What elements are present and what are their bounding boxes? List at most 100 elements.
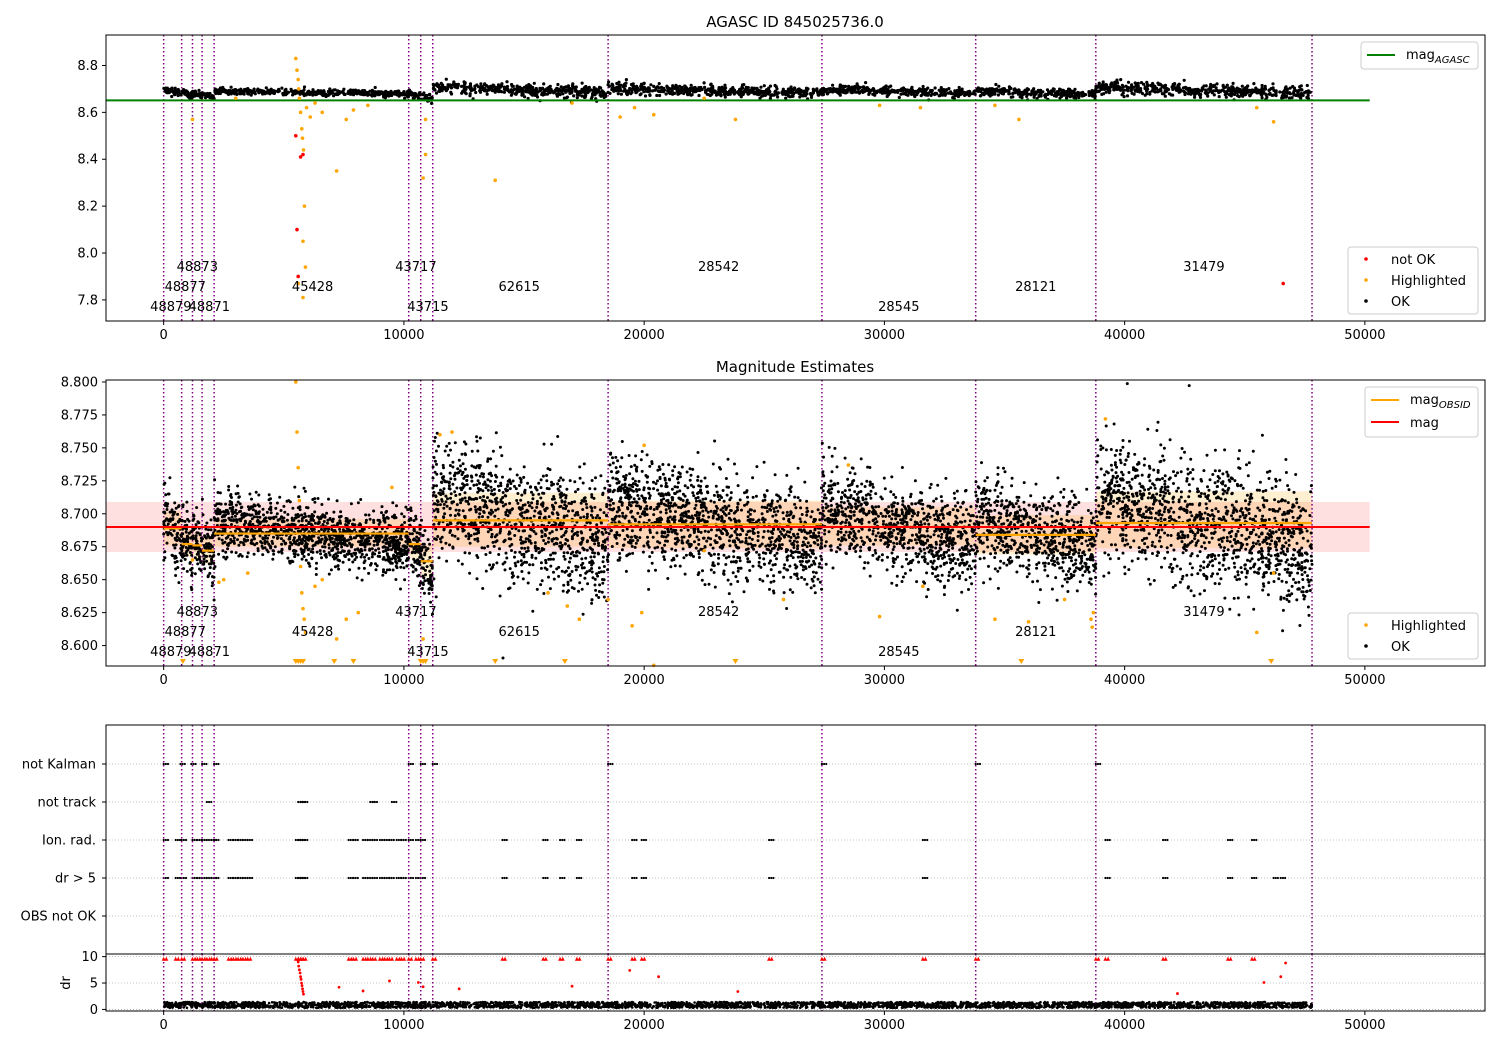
ok-point — [978, 557, 982, 561]
ok-point — [1309, 531, 1313, 535]
ok-point — [1094, 509, 1098, 513]
ok-point — [773, 473, 777, 477]
ok-point — [811, 87, 815, 91]
ok-point — [604, 531, 608, 534]
ok-point — [236, 491, 240, 495]
ok-point — [1008, 561, 1012, 565]
ok-point — [1268, 88, 1272, 92]
ok-point — [617, 89, 621, 93]
ok-point — [669, 527, 673, 531]
ok-point — [1115, 81, 1120, 85]
ok-point — [162, 482, 166, 486]
ok-point — [580, 94, 584, 98]
ok-point — [1121, 473, 1125, 477]
ok-point — [1203, 492, 1207, 496]
ok-point — [688, 467, 692, 471]
ok-point — [556, 482, 560, 486]
ok-point — [597, 596, 601, 599]
ok-point — [1235, 578, 1239, 582]
ok-point — [890, 509, 894, 513]
ok-point — [793, 495, 797, 499]
magnitude-ytick-label: 8.625 — [61, 606, 98, 621]
ok-point — [1077, 551, 1081, 555]
ok-point — [664, 92, 668, 96]
ok-point — [601, 555, 605, 559]
ok-point — [1112, 88, 1116, 92]
ok-point — [869, 489, 873, 493]
ok-point — [684, 553, 688, 557]
ok-point — [1231, 81, 1235, 85]
ok-point — [1258, 508, 1262, 512]
ok-point — [1261, 560, 1265, 564]
ok-point — [247, 92, 251, 96]
ok-point — [1147, 532, 1151, 536]
ok-point — [1021, 535, 1024, 539]
ok-point — [535, 95, 540, 99]
ok-point — [1121, 551, 1125, 555]
ok-point — [1223, 498, 1227, 502]
ok-point — [717, 498, 721, 502]
highlighted-point — [304, 105, 309, 110]
ok-point — [960, 87, 964, 91]
ok-point — [321, 93, 325, 98]
ok-point — [1202, 566, 1206, 570]
ok-point — [637, 479, 641, 483]
ok-point — [1233, 92, 1237, 97]
ok-point — [804, 537, 808, 540]
ok-point — [1163, 556, 1167, 560]
ok-point — [479, 82, 483, 86]
ok-point — [428, 92, 432, 96]
ok-point — [715, 490, 719, 494]
ok-point — [1017, 88, 1021, 92]
ok-point — [394, 578, 398, 581]
ok-point — [637, 497, 641, 501]
ok-point — [798, 91, 803, 95]
ok-point — [230, 550, 234, 554]
ok-point — [1005, 509, 1009, 513]
ok-point — [1267, 477, 1271, 480]
ok-point — [1183, 92, 1187, 97]
ok-point — [434, 449, 438, 453]
ok-point — [910, 85, 914, 89]
ok-point — [939, 519, 942, 523]
ok-point — [1104, 499, 1108, 503]
ok-point — [477, 515, 481, 519]
ok-point — [1130, 83, 1134, 87]
ok-point — [673, 564, 677, 568]
ok-point — [1235, 482, 1239, 486]
ok-point — [1027, 558, 1031, 562]
ok-point — [867, 528, 871, 532]
ok-point — [762, 530, 766, 533]
ok-point — [1030, 89, 1034, 93]
ok-point — [431, 82, 435, 86]
ok-point — [1267, 92, 1271, 96]
ok-point — [473, 505, 477, 509]
ok-point — [542, 82, 546, 86]
ok-point — [374, 568, 378, 572]
ok-point — [540, 92, 544, 97]
ok-point — [820, 566, 824, 570]
ok-point — [1073, 94, 1077, 98]
ok-point — [1048, 91, 1052, 95]
ok-point — [1226, 88, 1230, 92]
ok-point — [1079, 520, 1083, 524]
ok-point — [810, 93, 814, 97]
ok-point — [876, 531, 880, 535]
ok-point — [689, 83, 693, 87]
ok-point — [408, 532, 412, 536]
ok-point — [638, 93, 642, 97]
ok-point — [434, 515, 438, 519]
ok-point — [1196, 487, 1199, 491]
ok-point — [1273, 498, 1277, 502]
ok-point — [520, 522, 524, 526]
ok-point — [1050, 587, 1054, 591]
ok-point — [796, 544, 800, 548]
ok-point — [811, 570, 815, 574]
ok-point — [1229, 94, 1233, 98]
ok-point — [1284, 88, 1288, 92]
ok-point — [812, 584, 816, 588]
ok-point — [474, 90, 478, 95]
ok-point — [711, 86, 715, 90]
ok-point — [439, 472, 443, 476]
ok-point — [314, 90, 318, 94]
